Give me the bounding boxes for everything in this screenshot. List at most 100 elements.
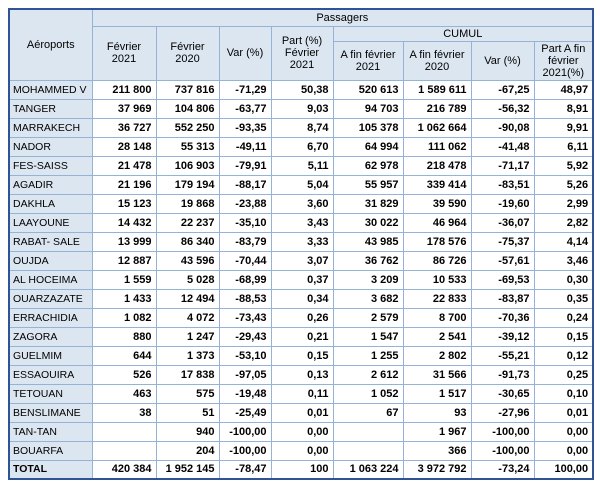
table-row: TANGER 37 969 104 806 -63,77 9,03 94 703 216 7… bbox=[8, 98, 594, 119]
value-cell: 12 494 bbox=[155, 288, 220, 309]
airport-name-cell: DAKHLA bbox=[8, 193, 93, 214]
value-cell: 55 957 bbox=[332, 174, 404, 195]
airport-name-cell: MOHAMMED V bbox=[8, 79, 93, 100]
airport-name-cell: TETOUAN bbox=[8, 383, 93, 404]
value-cell: 179 194 bbox=[155, 174, 220, 195]
value-cell: 1 063 224 bbox=[332, 459, 404, 480]
table-row: MARRAKECH 36 727 552 250 -93,35 8,74 105 378 1… bbox=[8, 117, 594, 138]
value-cell: -19,60 bbox=[470, 193, 535, 214]
value-cell bbox=[91, 440, 157, 461]
airport-name-cell: ZAGORA bbox=[8, 326, 93, 347]
value-cell: 3,46 bbox=[533, 250, 594, 271]
value-cell: -79,91 bbox=[218, 155, 272, 176]
value-cell: 21 478 bbox=[91, 155, 157, 176]
value-cell: 9,03 bbox=[270, 98, 334, 119]
table-row: ERRACHIDIA 1 082 4 072 -73,43 0,26 2 579 8 700… bbox=[8, 307, 594, 328]
value-cell: -100,00 bbox=[218, 421, 272, 442]
table-row: OUJDA 12 887 43 596 -70,44 3,07 36 762 86 726-… bbox=[8, 250, 594, 271]
table-row: ZAGORA 880 1 247 -29,43 0,21 1 547 2 541 -39,12… bbox=[8, 326, 594, 347]
value-cell: 0,01 bbox=[533, 402, 594, 423]
value-cell: -27,96 bbox=[470, 402, 535, 423]
value-cell: 51 bbox=[155, 402, 220, 423]
value-cell: 1 433 bbox=[91, 288, 157, 309]
table-row: ESSAOUIRA 526 17 838 -97,05 0,13 2 612 31 566-… bbox=[8, 364, 594, 385]
value-cell bbox=[332, 421, 404, 442]
value-cell: 5,26 bbox=[533, 174, 594, 195]
value-cell: 93 bbox=[402, 402, 472, 423]
value-cell: 36 727 bbox=[91, 117, 157, 138]
value-cell: 552 250 bbox=[155, 117, 220, 138]
value-cell: 526 bbox=[91, 364, 157, 385]
value-cell: 2,99 bbox=[533, 193, 594, 214]
value-cell: 28 148 bbox=[91, 136, 157, 157]
value-cell: -36,07 bbox=[470, 212, 535, 233]
value-cell: 86 340 bbox=[155, 231, 220, 252]
value-cell: 575 bbox=[155, 383, 220, 404]
value-cell: -83,79 bbox=[218, 231, 272, 252]
table-row: MOHAMMED V 211 800 737 816 -71,29 50,38 520 6… bbox=[8, 79, 594, 100]
value-cell: 0,12 bbox=[533, 345, 594, 366]
column-group-cumul: CUMUL bbox=[332, 25, 594, 42]
value-cell: 218 478 bbox=[402, 155, 472, 176]
airport-name-cell: BENSLIMANE bbox=[8, 402, 93, 423]
value-cell: 420 384 bbox=[91, 459, 157, 480]
column-header-feb-2021: Février 2021 bbox=[91, 25, 157, 81]
value-cell: 0,13 bbox=[270, 364, 334, 385]
table-header: Aéroports Passagers Février 2021 Février… bbox=[8, 8, 594, 81]
value-cell: 17 838 bbox=[155, 364, 220, 385]
value-cell: 30 022 bbox=[332, 212, 404, 233]
value-cell: 0,37 bbox=[270, 269, 334, 290]
value-cell: 38 bbox=[91, 402, 157, 423]
value-cell: -83,51 bbox=[470, 174, 535, 195]
value-cell: 3 682 bbox=[332, 288, 404, 309]
airport-name-cell: NADOR bbox=[8, 136, 93, 157]
airport-name-cell: TOTAL bbox=[8, 459, 93, 480]
value-cell: 2 612 bbox=[332, 364, 404, 385]
value-cell: -35,10 bbox=[218, 212, 272, 233]
table-row: RABAT- SALE 13 999 86 340 -83,79 3,33 43 985 1… bbox=[8, 231, 594, 252]
airport-name-cell: TAN-TAN bbox=[8, 421, 93, 442]
value-cell: 111 062 bbox=[402, 136, 472, 157]
value-cell: -70,36 bbox=[470, 307, 535, 328]
total-row: TOTAL 420 384 1 952 145 -78,47 100 1 063 224 3… bbox=[8, 459, 594, 480]
airport-name-cell: AL HOCEIMA bbox=[8, 269, 93, 290]
value-cell: -41,48 bbox=[470, 136, 535, 157]
value-cell: 2,82 bbox=[533, 212, 594, 233]
value-cell: -100,00 bbox=[470, 421, 535, 442]
value-cell: -88,17 bbox=[218, 174, 272, 195]
table-row: FES-SAISS 21 478 106 903 -79,91 5,11 62 978 21… bbox=[8, 155, 594, 176]
value-cell: 8,91 bbox=[533, 98, 594, 119]
value-cell bbox=[91, 421, 157, 442]
value-cell: 1 373 bbox=[155, 345, 220, 366]
value-cell: 2 579 bbox=[332, 307, 404, 328]
value-cell: -97,05 bbox=[218, 364, 272, 385]
value-cell: 1 517 bbox=[402, 383, 472, 404]
value-cell: 0,34 bbox=[270, 288, 334, 309]
header-row-months: Février 2021 Février 2020 Var (%) Part (… bbox=[9, 25, 594, 81]
value-cell: 2 802 bbox=[402, 345, 472, 366]
value-cell bbox=[332, 440, 404, 461]
airport-name-cell: GUELMIM bbox=[8, 345, 93, 366]
table-row: LAAYOUNE 14 432 22 237 -35,10 3,43 30 022 46 9… bbox=[8, 212, 594, 233]
value-cell: 520 613 bbox=[332, 79, 404, 100]
airport-name-cell: OUJDA bbox=[8, 250, 93, 271]
value-cell: 0,15 bbox=[533, 326, 594, 347]
column-group-passengers: Passagers bbox=[91, 8, 594, 27]
value-cell: -56,32 bbox=[470, 98, 535, 119]
value-cell: 48,97 bbox=[533, 79, 594, 100]
value-cell: 13 999 bbox=[91, 231, 157, 252]
value-cell: 39 590 bbox=[402, 193, 472, 214]
value-cell: 3,33 bbox=[270, 231, 334, 252]
value-cell: 5 028 bbox=[155, 269, 220, 290]
airport-name-cell: MARRAKECH bbox=[8, 117, 93, 138]
value-cell: 67 bbox=[332, 402, 404, 423]
value-cell: 9,91 bbox=[533, 117, 594, 138]
value-cell: 100 bbox=[270, 459, 334, 480]
value-cell: 94 703 bbox=[332, 98, 404, 119]
value-cell: 3 209 bbox=[332, 269, 404, 290]
value-cell: 4,14 bbox=[533, 231, 594, 252]
value-cell: -39,12 bbox=[470, 326, 535, 347]
value-cell: -69,53 bbox=[470, 269, 535, 290]
value-cell: 1 967 bbox=[402, 421, 472, 442]
value-cell: 12 887 bbox=[91, 250, 157, 271]
